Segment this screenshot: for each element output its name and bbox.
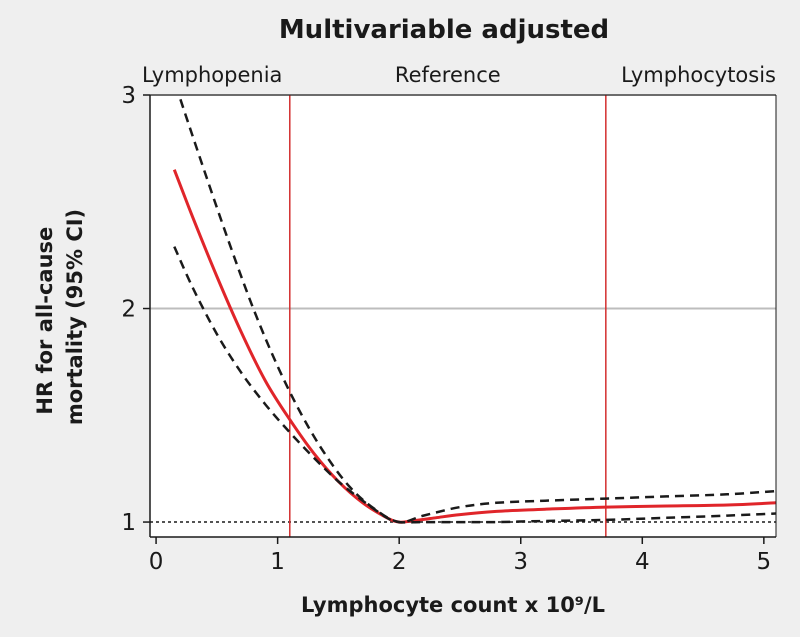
x-tick-label-2: 2 xyxy=(392,549,407,575)
region-labels: Lymphopenia Reference Lymphocytosis xyxy=(142,63,776,87)
x-axis-title: Lymphocyte count x 10⁹/L xyxy=(301,593,605,617)
region-label-2: Lymphocytosis xyxy=(621,63,776,87)
y-tick-label-0: 1 xyxy=(121,510,136,536)
plot-area xyxy=(150,95,776,537)
cutoff-lines xyxy=(289,95,607,537)
x-tick-label-4: 4 xyxy=(635,549,650,575)
series-line-ci-upper xyxy=(179,98,777,524)
x-tick-label-5: 5 xyxy=(757,549,772,575)
x-ticks: 0 1 2 3 4 5 xyxy=(149,537,771,575)
y-tick-label-2: 3 xyxy=(121,83,136,109)
x-tick-label-0: 0 xyxy=(149,549,164,575)
y-tick-label-1: 2 xyxy=(121,297,136,323)
y-axis-title: HR for all-cause mortality (95% CI) xyxy=(33,209,87,425)
axes xyxy=(149,94,777,538)
x-tick-label-1: 1 xyxy=(270,549,285,575)
series-line-ci-lower xyxy=(173,246,777,524)
region-label-1: Reference xyxy=(395,63,501,87)
chart-title: Multivariable adjusted xyxy=(279,15,609,45)
y-axis-title-line-2: mortality (95% CI) xyxy=(63,209,87,425)
series-group xyxy=(172,98,777,524)
y-axis-title-line-1: HR for all-cause xyxy=(33,227,57,415)
region-label-0: Lymphopenia xyxy=(142,63,282,87)
y-ticks: 1 2 3 xyxy=(121,83,150,536)
x-tick-label-3: 3 xyxy=(513,549,528,575)
